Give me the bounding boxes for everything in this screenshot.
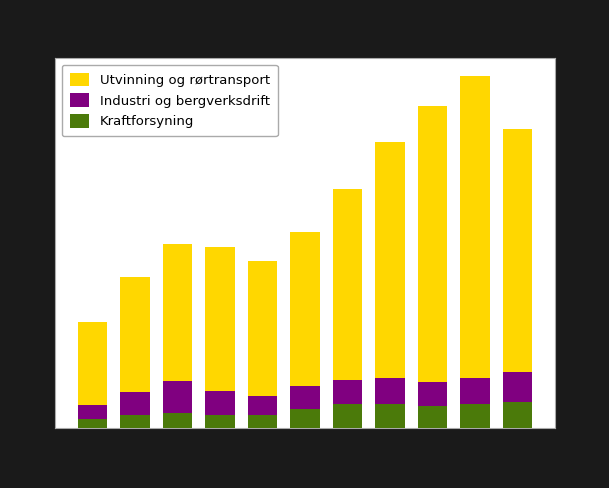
Bar [248, 262, 277, 396]
Bar [375, 378, 405, 404]
Bar [418, 106, 448, 382]
Bar [418, 407, 448, 428]
Bar [163, 381, 192, 413]
Bar [248, 396, 277, 415]
Bar [290, 386, 320, 409]
Bar [205, 415, 235, 428]
Bar [163, 244, 192, 381]
Bar [333, 189, 362, 380]
Bar [418, 382, 448, 407]
Bar [502, 128, 532, 371]
Bar [375, 404, 405, 428]
Bar [333, 380, 362, 404]
Bar [163, 413, 192, 428]
Bar [460, 378, 490, 404]
Bar [290, 232, 320, 386]
Bar [78, 322, 107, 405]
Bar [333, 404, 362, 428]
Bar [205, 391, 235, 415]
Bar [78, 419, 107, 428]
Bar [120, 391, 150, 415]
Bar [290, 409, 320, 428]
Bar [460, 76, 490, 378]
Bar [248, 415, 277, 428]
Bar [375, 142, 405, 378]
Bar [78, 405, 107, 419]
Bar [205, 247, 235, 391]
Bar [120, 277, 150, 391]
Legend: Utvinning og rørtransport, Industri og bergverksdrift, Kraftforsyning: Utvinning og rørtransport, Industri og b… [62, 64, 278, 136]
Bar [502, 371, 532, 402]
Bar [120, 415, 150, 428]
Bar [502, 402, 532, 428]
Bar [460, 404, 490, 428]
